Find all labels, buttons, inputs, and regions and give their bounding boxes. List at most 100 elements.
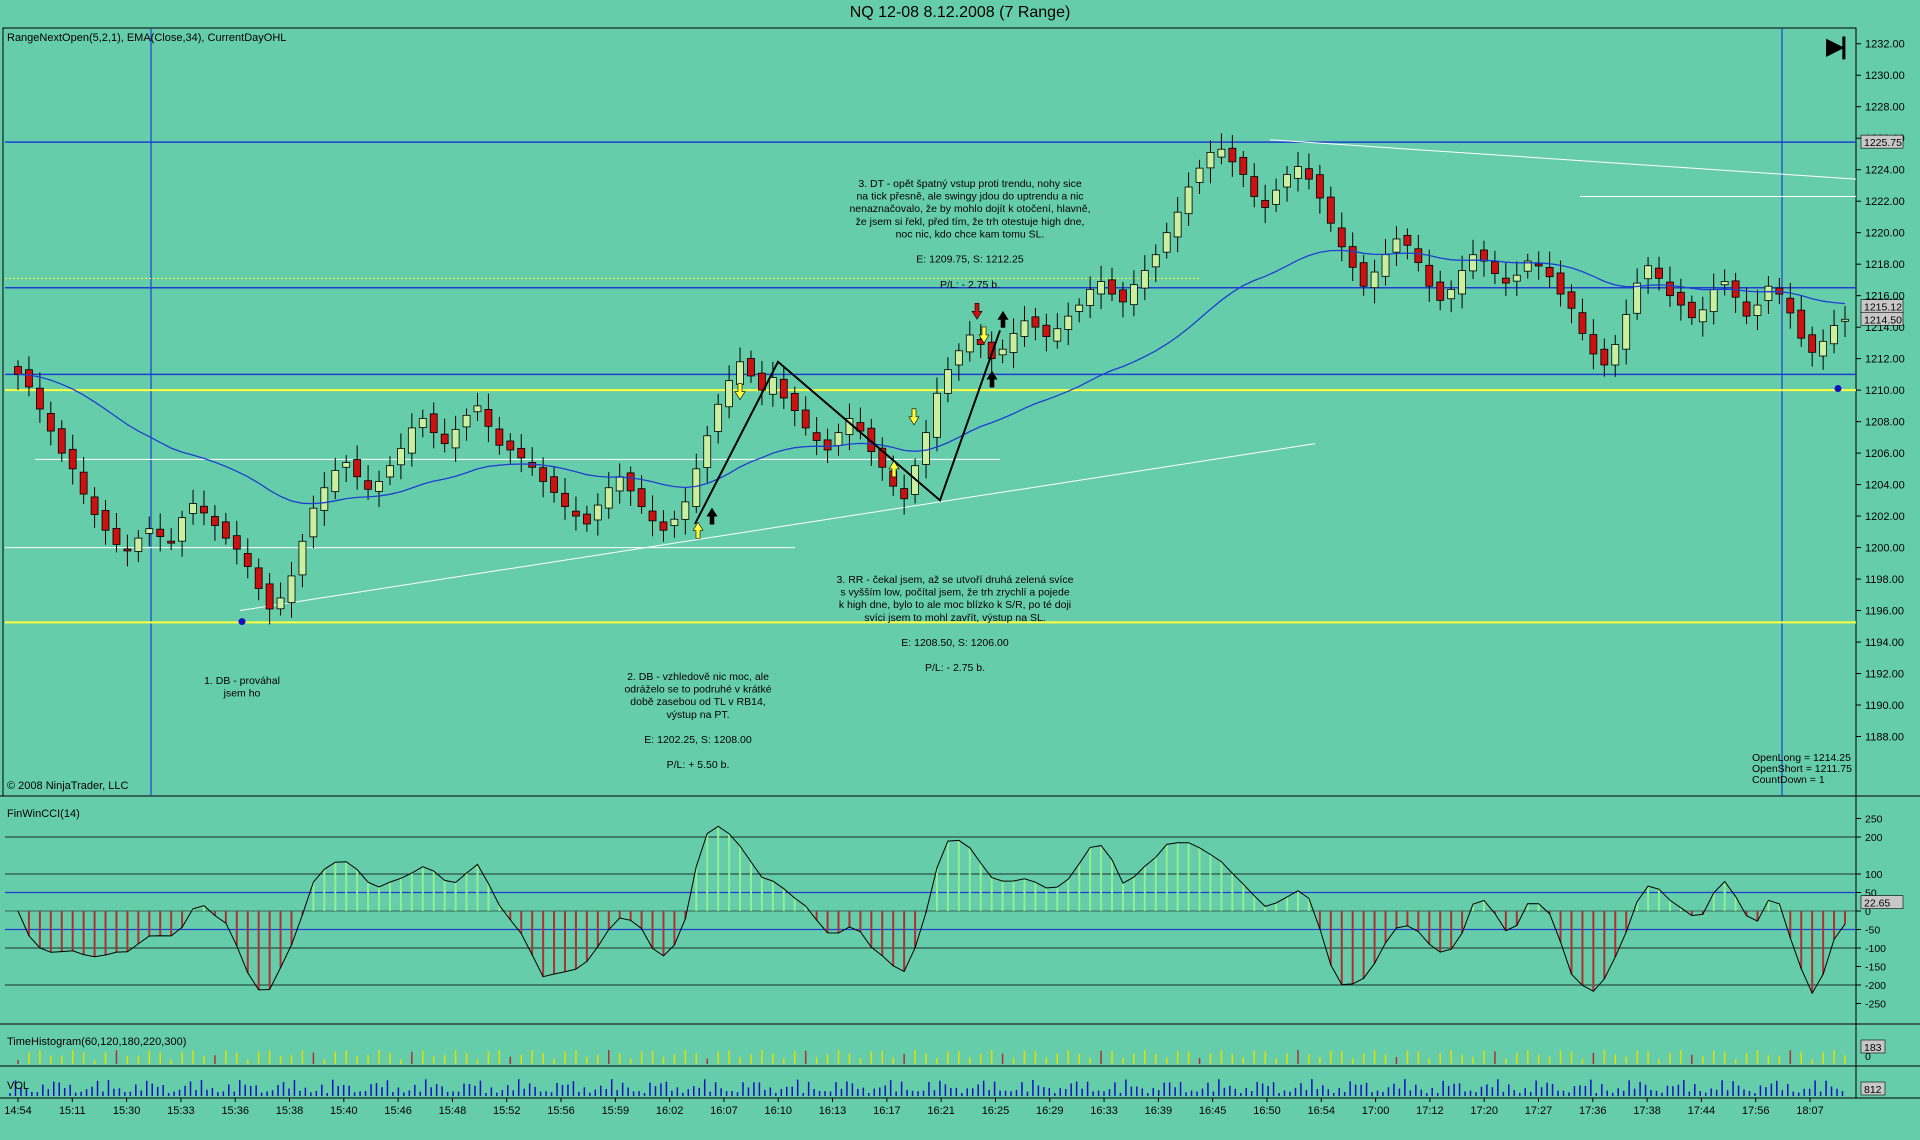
candle (1370, 259, 1379, 304)
go-to-end-button[interactable]: ▶| (1826, 33, 1847, 60)
annotation-line: že jsem si řekl, před tím, že trh otestu… (856, 216, 1085, 228)
candle (265, 572, 274, 625)
candle (1239, 150, 1248, 188)
candle (309, 495, 318, 548)
candle (1687, 295, 1696, 325)
price-tick-label: 1218.00 (1865, 259, 1905, 271)
candle-body (922, 432, 930, 465)
candle (495, 416, 504, 455)
candle (1337, 212, 1346, 262)
candle (747, 350, 755, 383)
time-tick-label: 15:59 (602, 1105, 630, 1117)
candle-body (1097, 281, 1105, 295)
candle-body (1250, 176, 1259, 197)
cci-tick-label: 200 (1865, 832, 1883, 844)
time-tick-label: 17:38 (1633, 1105, 1661, 1117)
candle-body (1020, 320, 1029, 337)
candle-body (1545, 267, 1554, 278)
annotation-line: svíci jsem to mohl zavřít, výstup na SL. (864, 612, 1045, 624)
candle-body (1173, 211, 1182, 238)
candle (1348, 232, 1357, 281)
time-tick-label: 16:10 (764, 1105, 792, 1117)
candle (900, 474, 909, 515)
candle-body (1184, 186, 1193, 215)
annotation-line: výstup na PT. (666, 709, 729, 721)
candle-body (1414, 248, 1423, 263)
candle (353, 445, 362, 490)
cci-tick-label: -250 (1865, 999, 1886, 1011)
candle-body (1162, 232, 1171, 253)
candle-body (954, 350, 963, 366)
cci-value-tag: 22.65 (1864, 898, 1890, 910)
time-tick-label: 16:45 (1199, 1105, 1227, 1117)
candle (276, 582, 285, 616)
candle-body (801, 409, 810, 429)
candle-body (14, 366, 22, 375)
candle (670, 510, 679, 538)
candle (637, 475, 646, 514)
candle-body (1195, 167, 1204, 183)
cci-tick-label: 100 (1865, 869, 1883, 881)
candle-body (747, 357, 755, 377)
copyright-label: © 2008 NinjaTrader, LLC (7, 780, 129, 792)
time-tick-label: 14:54 (4, 1105, 32, 1117)
info-box-line: OpenShort = 1211.75 (1752, 763, 1852, 775)
price-tick-label: 1194.00 (1865, 637, 1904, 649)
candle (768, 361, 777, 407)
candle (659, 510, 668, 542)
candle-body (101, 510, 110, 531)
candle (1326, 186, 1335, 232)
cci-tick-label: -200 (1865, 980, 1886, 992)
candle (1425, 249, 1434, 302)
price-tick-label: 1232.00 (1865, 39, 1905, 51)
time-tick-label: 15:36 (221, 1105, 249, 1117)
candle-body (933, 392, 941, 438)
candle (593, 493, 602, 536)
candle (1501, 262, 1510, 297)
candle-body (440, 433, 449, 445)
candle (1819, 329, 1828, 370)
annotation-rr3: 3. RR - čekal jsem, až se utvoří druhá z… (837, 574, 1074, 674)
candle (243, 538, 252, 579)
candle-body (1819, 340, 1828, 357)
candle-body (1480, 249, 1488, 262)
candle (386, 456, 394, 486)
candle (834, 423, 843, 456)
candle-body (1698, 309, 1707, 323)
candle-body (134, 537, 143, 552)
candle-body (1108, 279, 1116, 295)
price-panel-frame (2, 27, 1857, 797)
candle-body (1764, 285, 1773, 301)
candle-body (1786, 297, 1795, 314)
time-tick-label: 15:33 (167, 1105, 195, 1117)
candle (1633, 268, 1642, 320)
candle (68, 434, 77, 485)
timehist-tick-label: 0 (1865, 1051, 1871, 1063)
time-tick-label: 15:48 (439, 1105, 467, 1117)
candle (1447, 280, 1456, 313)
candle-body (648, 510, 657, 522)
candle-body (1742, 301, 1751, 317)
candle (1403, 228, 1412, 260)
candle (692, 453, 701, 513)
candle (1458, 255, 1466, 309)
candle (1294, 151, 1302, 192)
annotation-line: odráželo se to podruhé v krátké (624, 684, 771, 696)
candle-body (287, 575, 296, 604)
candle-body (1075, 304, 1084, 312)
candle (1305, 153, 1313, 190)
candle (604, 472, 613, 519)
candle-body (1567, 291, 1576, 309)
exit-arrow-icon (997, 310, 1009, 328)
candle (714, 393, 723, 444)
candle-body (1283, 174, 1291, 188)
candle (112, 513, 121, 553)
candle-body (637, 488, 646, 508)
candle (998, 339, 1007, 364)
annotation-line: E: 1202.25, S: 1208.00 (644, 734, 752, 746)
candle (1808, 326, 1817, 367)
candle-body (1841, 318, 1849, 322)
candle (506, 433, 515, 464)
candle (779, 366, 788, 409)
